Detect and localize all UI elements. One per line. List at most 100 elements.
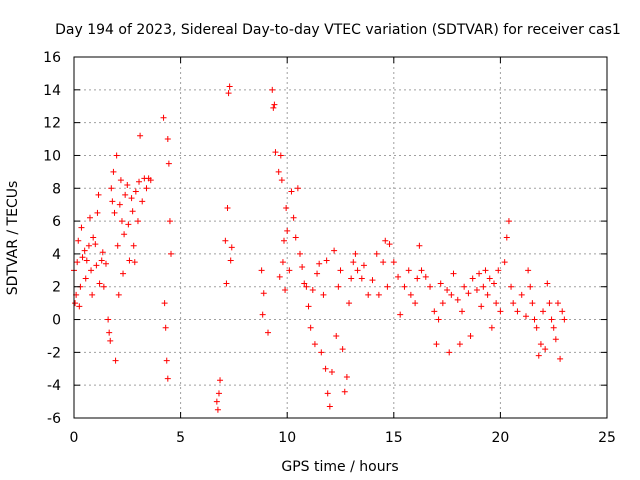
data-point (448, 291, 455, 298)
data-point (107, 337, 114, 344)
plot-frame (73, 56, 608, 419)
data-point (96, 280, 103, 287)
y-tick-label: 10 (43, 148, 61, 164)
data-point (525, 267, 532, 274)
data-point (358, 275, 365, 282)
data-point (518, 291, 525, 298)
data-point (493, 300, 500, 307)
data-point (139, 198, 146, 205)
data-point (92, 241, 99, 248)
data-point (369, 277, 376, 284)
data-point (108, 185, 115, 192)
data-point (106, 329, 113, 336)
data-point (294, 185, 301, 192)
data-point (296, 250, 303, 257)
y-tick-label: 16 (43, 50, 61, 66)
data-point (130, 242, 137, 249)
data-point (165, 160, 172, 167)
data-point (444, 287, 451, 294)
data-point (125, 221, 132, 228)
data-point (405, 267, 412, 274)
x-tick-label: 25 (598, 430, 616, 446)
data-point (113, 152, 120, 159)
data-point (324, 390, 331, 397)
data-point (105, 316, 112, 323)
data-point (542, 346, 549, 353)
data-point (461, 283, 468, 290)
data-point (305, 303, 312, 310)
data-point (467, 332, 474, 339)
data-point (314, 270, 321, 277)
data-point (360, 262, 367, 269)
data-point (559, 308, 566, 315)
data-point (397, 311, 404, 318)
data-point (93, 262, 100, 269)
data-point (78, 224, 85, 231)
data-point (265, 329, 272, 336)
data-point (435, 316, 442, 323)
data-point (269, 86, 276, 93)
data-point (214, 406, 221, 413)
data-point (486, 275, 493, 282)
data-point (333, 332, 340, 339)
data-point (427, 283, 434, 290)
data-point (531, 316, 538, 323)
data-point (450, 270, 457, 277)
data-point (227, 257, 234, 264)
data-point (395, 273, 402, 280)
data-point (501, 259, 508, 266)
data-point (554, 300, 561, 307)
data-point (331, 247, 338, 254)
data-point (348, 275, 355, 282)
y-tick-label: 8 (52, 181, 61, 197)
data-point (288, 188, 295, 195)
data-point (224, 204, 231, 211)
data-point (535, 352, 542, 359)
data-point (335, 283, 342, 290)
data-point (143, 185, 150, 192)
data-point (162, 324, 169, 331)
data-point (275, 168, 282, 175)
y-tick-label: -6 (47, 411, 61, 427)
y-tick-label: 6 (52, 214, 61, 230)
data-point (88, 267, 95, 274)
data-point (284, 227, 291, 234)
data-point (456, 341, 463, 348)
data-point (548, 316, 555, 323)
data-point (102, 260, 109, 267)
data-point (414, 275, 421, 282)
data-point (281, 237, 288, 244)
data-point (86, 214, 93, 221)
data-point (431, 308, 438, 315)
data-point (309, 287, 316, 294)
data-point (213, 398, 220, 405)
data-point (225, 90, 232, 97)
data-point (546, 300, 553, 307)
data-point (160, 114, 167, 121)
x-tick-label: 20 (491, 430, 509, 446)
y-tick-label: -4 (47, 378, 61, 394)
data-point (439, 300, 446, 307)
data-point (480, 283, 487, 290)
data-point (303, 283, 310, 290)
data-point (505, 218, 512, 225)
data-point (390, 259, 397, 266)
data-point (323, 257, 330, 264)
data-point (550, 324, 557, 331)
chart-title: Day 194 of 2023, Sidereal Day-to-day VTE… (55, 22, 621, 38)
data-point (81, 247, 88, 254)
data-point (114, 242, 121, 249)
data-point (540, 308, 547, 315)
data-point (497, 308, 504, 315)
data-point (75, 237, 82, 244)
data-point (307, 324, 314, 331)
data-point (82, 275, 89, 282)
data-point (90, 234, 97, 241)
data-point (527, 283, 534, 290)
data-point (99, 249, 106, 256)
data-point (94, 209, 101, 216)
data-point (552, 336, 559, 343)
data-point (510, 300, 517, 307)
data-point (503, 234, 510, 241)
data-point (95, 191, 102, 198)
